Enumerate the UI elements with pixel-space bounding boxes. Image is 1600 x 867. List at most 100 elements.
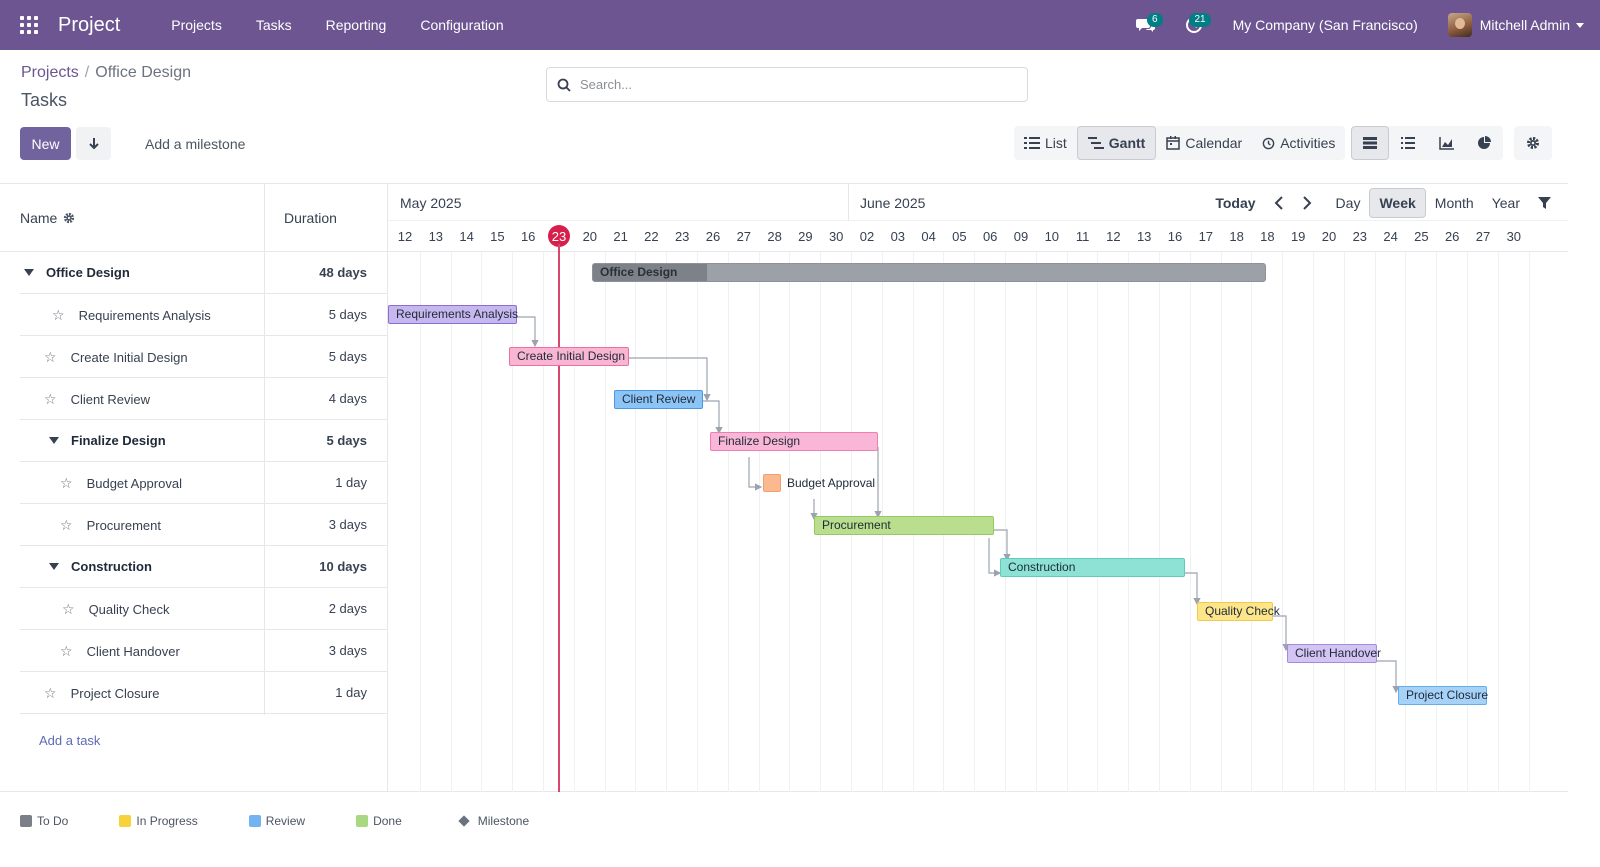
- star-icon[interactable]: ☆: [44, 685, 57, 701]
- activities-badge: 21: [1189, 13, 1211, 27]
- previous-period-button[interactable]: [1265, 188, 1293, 218]
- gantt-row[interactable]: Construction 10 days: [20, 546, 387, 588]
- gantt-bar[interactable]: Construction: [1000, 558, 1185, 577]
- pie-layout-button[interactable]: [1465, 126, 1503, 160]
- view-gantt-button[interactable]: Gantt: [1076, 126, 1157, 160]
- menu-configuration[interactable]: Configuration: [420, 17, 504, 33]
- view-activities-button[interactable]: Activities: [1252, 126, 1345, 160]
- gantt-row[interactable]: ☆ Create Initial Design 5 days: [20, 336, 387, 378]
- star-icon[interactable]: ☆: [60, 643, 73, 659]
- row-name-label: Client Handover: [86, 644, 180, 659]
- scale-week-button[interactable]: Week: [1369, 188, 1426, 218]
- gantt-row[interactable]: ☆ Client Handover 3 days: [20, 630, 387, 672]
- gantt-bar[interactable]: Create Initial Design: [509, 347, 629, 366]
- gantt-row[interactable]: ☆ Project Closure 1 day: [20, 672, 387, 714]
- star-icon[interactable]: ☆: [62, 601, 75, 617]
- breadcrumb-projects[interactable]: Projects: [21, 64, 79, 81]
- menu-projects[interactable]: Projects: [171, 17, 222, 33]
- gear-icon[interactable]: [63, 212, 75, 224]
- day-label: 12: [397, 229, 413, 244]
- menu-reporting[interactable]: Reporting: [325, 17, 387, 33]
- row-duration: 2 days: [328, 601, 367, 616]
- clock-icon: [1262, 137, 1275, 149]
- gantt-row[interactable]: ☆ Client Review 4 days: [20, 378, 387, 420]
- gantt-row[interactable]: ☆ Procurement 3 days: [20, 504, 387, 546]
- caret-down-icon[interactable]: [49, 437, 59, 444]
- day-label: 10: [1044, 229, 1060, 244]
- gantt-row[interactable]: ☆ Requirements Analysis 5 days: [20, 294, 387, 336]
- activities-button[interactable]: 21: [1177, 10, 1211, 40]
- gantt-bar[interactable]: Requirements Analysis: [388, 305, 518, 324]
- gantt-row[interactable]: Finalize Design 5 days: [20, 420, 387, 462]
- download-button[interactable]: [76, 127, 111, 160]
- row-name: ☆ Requirements Analysis: [52, 307, 211, 324]
- scale-day-button[interactable]: Day: [1335, 195, 1361, 211]
- user-menu[interactable]: Mitchell Admin: [1447, 13, 1584, 37]
- today-button[interactable]: Today: [1215, 195, 1256, 211]
- add-milestone-button[interactable]: Add a milestone: [145, 136, 246, 152]
- graph-layout-button[interactable]: [1427, 126, 1465, 160]
- filter-icon: [1538, 196, 1551, 209]
- star-icon[interactable]: ☆: [52, 307, 65, 323]
- gantt-bar[interactable]: Procurement: [814, 516, 994, 535]
- view-switcher: List Gantt Calendar Activities: [1014, 126, 1346, 160]
- new-button[interactable]: New: [20, 127, 71, 160]
- star-icon[interactable]: ☆: [44, 349, 57, 365]
- caret-down-icon[interactable]: [24, 269, 34, 276]
- apps-grid-icon[interactable]: [20, 16, 38, 34]
- filter-button[interactable]: [1529, 188, 1560, 218]
- company-switcher[interactable]: My Company (San Francisco): [1232, 17, 1418, 33]
- view-activities-label: Activities: [1280, 135, 1336, 151]
- row-name-label: Requirements Analysis: [78, 308, 211, 323]
- app-brand[interactable]: Project: [58, 13, 121, 36]
- gantt-icon: [1087, 137, 1104, 149]
- gantt-row[interactable]: ☆ Budget Approval 1 day: [20, 462, 387, 504]
- gantt-row[interactable]: Office Design 48 days: [20, 252, 387, 294]
- column-header-name[interactable]: Name: [20, 210, 75, 226]
- grid-column: [1528, 252, 1530, 792]
- row-name-label: Construction: [71, 559, 152, 574]
- gantt-time-navigation: Today Day Week Month Year: [1206, 186, 1560, 220]
- gantt-bar[interactable]: Quality Check: [1197, 602, 1280, 621]
- settings-button[interactable]: [1514, 126, 1552, 160]
- caret-down-icon[interactable]: [49, 563, 59, 570]
- kanban-layout-button[interactable]: [1351, 126, 1389, 160]
- gantt-bar[interactable]: Finalize Design: [710, 432, 878, 451]
- milestone-budget-approval[interactable]: [763, 474, 781, 492]
- add-task-button[interactable]: Add a task: [39, 733, 101, 748]
- gantt-timeline: May 2025 June 2025 Today Day Week Month …: [388, 184, 1568, 792]
- day-label: 23: [674, 229, 690, 244]
- legend-label: To Do: [37, 814, 69, 828]
- menu-tasks[interactable]: Tasks: [255, 17, 292, 33]
- day-label: 03: [890, 229, 906, 244]
- messages-button[interactable]: 6: [1129, 10, 1163, 40]
- search-input[interactable]: [580, 77, 1000, 92]
- row-duration: 5 days: [326, 433, 367, 448]
- list-layout-button[interactable]: [1389, 126, 1427, 160]
- gantt-bar[interactable]: Office Design: [592, 263, 1266, 282]
- star-icon[interactable]: ☆: [60, 475, 73, 491]
- gantt-bar[interactable]: Client Handover: [1287, 644, 1381, 663]
- legend-label: Done: [373, 814, 402, 828]
- row-duration: 48 days: [319, 265, 367, 280]
- scale-month-button[interactable]: Month: [1434, 195, 1474, 211]
- scale-year-button[interactable]: Year: [1491, 195, 1520, 211]
- gantt-bar[interactable]: Client Review: [614, 390, 703, 409]
- gantt-row[interactable]: ☆ Quality Check 2 days: [20, 588, 387, 630]
- star-icon[interactable]: ☆: [60, 517, 73, 533]
- grid-column: [1159, 252, 1160, 792]
- avatar: [1447, 13, 1472, 37]
- day-label: 21: [613, 229, 628, 244]
- list-icon: [1024, 137, 1040, 149]
- view-list-button[interactable]: List: [1014, 126, 1077, 160]
- grid-column: [512, 252, 514, 792]
- view-calendar-label: Calendar: [1185, 135, 1243, 151]
- view-calendar-button[interactable]: Calendar: [1156, 126, 1252, 160]
- next-period-button[interactable]: [1293, 188, 1321, 218]
- legend-milestone: Milestone: [458, 814, 529, 828]
- row-duration: 3 days: [328, 517, 367, 532]
- star-icon[interactable]: ☆: [44, 391, 57, 407]
- messages-badge: 6: [1147, 13, 1163, 27]
- gantt-bar[interactable]: Project Closure: [1398, 686, 1488, 705]
- column-header-duration[interactable]: Duration: [284, 210, 337, 226]
